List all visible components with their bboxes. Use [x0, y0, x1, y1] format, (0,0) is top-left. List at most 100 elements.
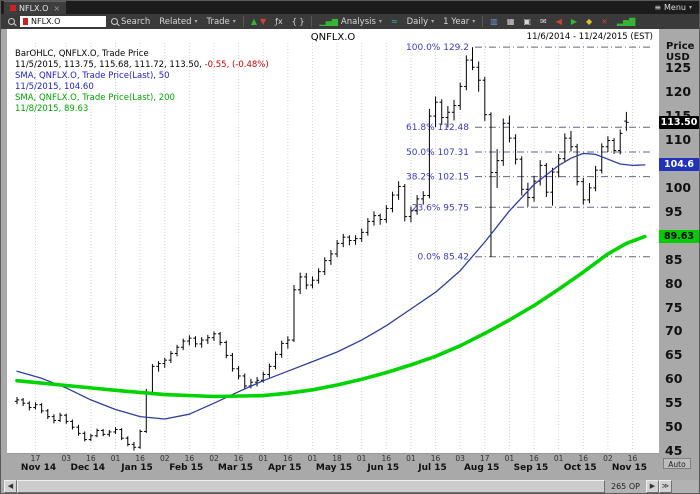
day-tick-label: 02	[159, 454, 170, 463]
day-tick-label: 16	[135, 454, 145, 463]
grid-button[interactable]: ▦	[503, 15, 519, 28]
day-tick-label: 16	[283, 454, 293, 463]
symbol-searchbox[interactable]	[20, 16, 106, 27]
trade-button[interactable]: Trade ▾	[203, 15, 240, 28]
snapshot-button[interactable]: ▣	[519, 15, 535, 28]
chevron-down-icon: ▾	[194, 18, 198, 25]
function-button[interactable]: ƒx	[271, 15, 287, 28]
month-tick-label: Oct 15	[563, 463, 597, 473]
svg-text:100.0% 129.2: 100.0% 129.2	[406, 43, 469, 53]
braces-button[interactable]: { }	[288, 15, 309, 28]
day-tick-label: 02	[209, 454, 219, 463]
toolbar-separator	[242, 16, 244, 27]
day-tick-label: 03	[61, 454, 71, 463]
menu-button[interactable]: ≡ Menu ▾	[654, 3, 699, 12]
symbol-input[interactable]	[31, 17, 95, 26]
braces-icon: { }	[291, 17, 305, 26]
candlestick-button[interactable]: ▥	[486, 15, 502, 28]
toolbar: Search Related ▾ Trade ▾ ▲▼ ƒx { } ▁▄▆ A…	[1, 14, 699, 29]
scroll-left-button[interactable]: ◀	[4, 480, 17, 493]
chart-tab[interactable]: NFLX.O ×	[4, 1, 67, 14]
down-arrow-icon: ▼	[259, 17, 267, 26]
grid-icon: ▦	[506, 17, 515, 26]
toolbar-separator	[482, 16, 484, 27]
month-tick-label: Nov 15	[611, 463, 648, 473]
scroll-right-button[interactable]: ▶	[645, 480, 659, 493]
wave-icon: ≈	[390, 17, 398, 26]
legend-change-value: -0.55, (-0.48%)	[204, 60, 269, 70]
day-tick-label: 16	[578, 454, 589, 463]
price-axis-title-line1: Price	[666, 41, 695, 52]
legend-sma200-value: 11/8/2015, 89.63	[15, 104, 89, 114]
price-tick-label: 75	[665, 299, 683, 315]
price-tick-label: 65	[665, 347, 683, 363]
month-tick-label: Aug 15	[463, 463, 500, 473]
price-tick-label: 55	[665, 395, 683, 411]
trade-button-label: Trade	[206, 16, 230, 27]
scroll-end-button[interactable]: ≫	[658, 480, 672, 493]
day-tick-label: 16	[430, 454, 441, 463]
month-tick-label: Jan 15	[121, 463, 153, 473]
step-forward-button[interactable]: ▶	[567, 15, 581, 28]
range-button-label: 1 Year	[443, 16, 470, 27]
month-tick-label: May 15	[315, 463, 353, 473]
day-tick-label: 01	[307, 454, 318, 463]
wave-button[interactable]: ≈	[387, 15, 402, 28]
range-button[interactable]: 1 Year ▾	[439, 15, 479, 28]
hamburger-icon: ≡	[654, 3, 662, 12]
chevron-down-icon: ▾	[688, 4, 692, 11]
month-tick-label: Dec 14	[70, 463, 106, 473]
price-axis: Price USD 125120115110105100959085807570…	[659, 29, 699, 479]
fx-icon: ƒx	[275, 17, 283, 26]
price-tick-label: 120	[665, 84, 692, 100]
close-icon: ×	[601, 17, 608, 26]
price-plot[interactable]: 100.0% 129.2 61.8% 112.48 50.0% 107.31 38.2…	[7, 29, 659, 453]
price-tick-label: 110	[665, 132, 692, 148]
month-tick-label: Sep 15	[513, 463, 549, 473]
scrollbar-thumb[interactable]	[17, 480, 605, 493]
chevron-down-icon: ▾	[431, 18, 435, 25]
related-button[interactable]: Related ▾	[155, 15, 201, 28]
tab-close-icon[interactable]: ×	[53, 3, 61, 13]
svg-text:38.2% 102.15: 38.2% 102.15	[406, 173, 469, 183]
menu-label: Menu	[664, 3, 686, 12]
auto-scale-button[interactable]: Auto	[663, 458, 691, 469]
search-icon	[8, 18, 15, 25]
chart-canvas[interactable]: 100.0% 129.2 61.8% 112.48 50.0% 107.31 38.2…	[7, 29, 659, 454]
day-tick-label: 01	[110, 454, 121, 463]
svg-text:0.0% 85.42: 0.0% 85.42	[418, 253, 470, 263]
search-button[interactable]: Search	[107, 15, 154, 28]
up-down-arrows-button[interactable]: ▲ ▼	[247, 15, 270, 28]
analysis-button[interactable]: ▁▄▆ Analysis ▾	[315, 15, 386, 28]
hourglass-button[interactable]: ◆	[582, 15, 596, 28]
day-tick-label: 03	[455, 454, 465, 463]
sma50-price-badge: 104.6	[659, 158, 699, 172]
clear-button[interactable]: ×	[597, 15, 612, 28]
day-tick-label: 17	[480, 454, 490, 463]
legend-sma50-series: SMA, QNFLX.O, Trade Price(Last), 50	[15, 71, 170, 81]
day-tick-label: 18	[332, 454, 342, 463]
price-axis-title-line2: USD	[666, 52, 690, 63]
price-axis-title: Price USD	[666, 41, 694, 63]
arrow-right-icon: ▶	[570, 17, 577, 26]
legend-ohlc-values: 11/5/2015, 113.75, 115.68, 111.72, 113.5…	[15, 60, 269, 71]
day-tick-label: 16	[86, 454, 96, 463]
time-axis: 17 03 16 01 16 02 16 02 16 01 16 01 18 01 16 01 16 03 17 01…	[7, 453, 659, 479]
legend-ohlc-numbers: 11/5/2015, 113.75, 115.68, 111.72, 113.5…	[15, 60, 202, 70]
day-tick-label: 01	[406, 454, 416, 463]
time-scrollbar[interactable]: ◀ 265 OP ▶ ≫	[4, 480, 698, 493]
interval-button[interactable]: Daily ▾	[403, 15, 439, 28]
month-tick-label: Apr 15	[267, 463, 302, 473]
image-icon: ▣	[523, 17, 531, 26]
app-search-button[interactable]	[4, 15, 19, 28]
bar-chart-button[interactable]: ▂▅▇	[613, 15, 639, 28]
sma200-price-badge: 89.63	[659, 230, 699, 244]
month-tick-label: Jul 15	[418, 463, 447, 473]
step-back-button[interactable]: ◀	[552, 15, 566, 28]
email-button[interactable]: ✉	[536, 15, 551, 28]
arrow-left-icon: ◀	[555, 17, 562, 26]
scrollbar-track[interactable]	[17, 480, 605, 493]
titlebar: NFLX.O × ≡ Menu ▾	[1, 1, 699, 14]
day-tick-label: 16	[381, 454, 392, 463]
